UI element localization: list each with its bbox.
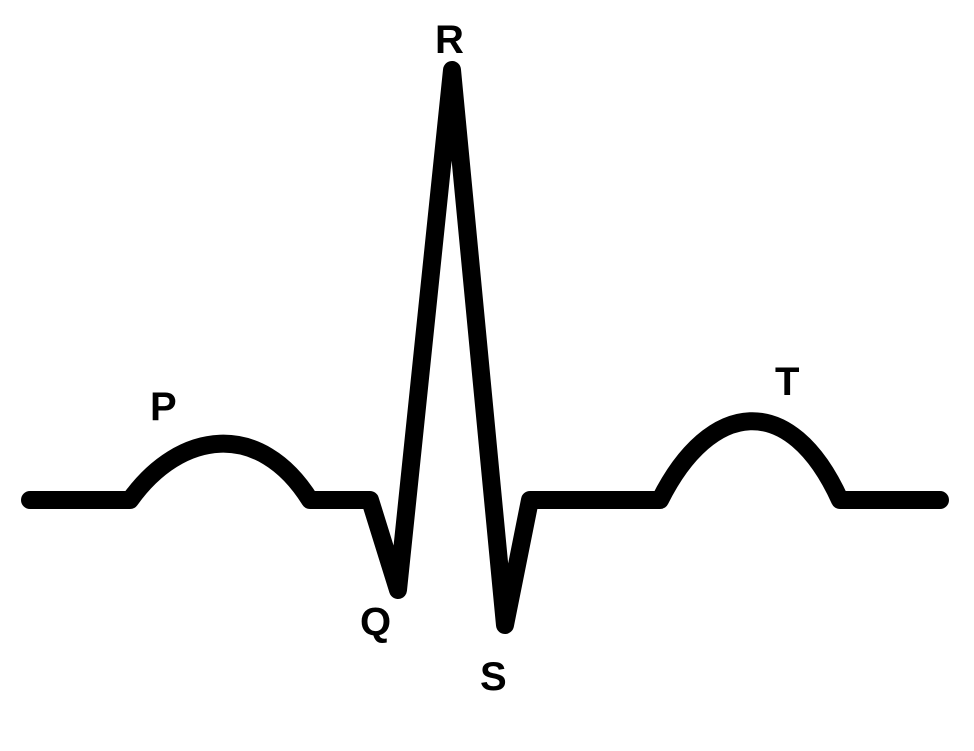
label-r: R [435,18,464,63]
ecg-waveform-svg [0,0,974,751]
label-q: Q [360,600,391,645]
label-s: S [480,655,507,700]
label-t: T [775,360,799,405]
ecg-wave-path [30,70,940,625]
label-p: P [150,385,177,430]
